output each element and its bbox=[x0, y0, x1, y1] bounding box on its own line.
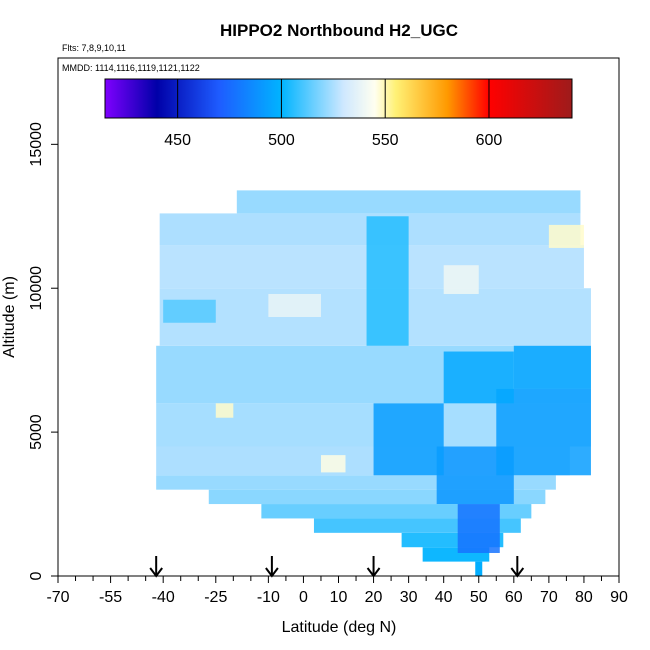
y-axis: 0 5000 10000 15000 bbox=[28, 122, 58, 580]
y-tick-label: 0 bbox=[28, 571, 45, 580]
dates-note: MMDD: 1114,1116,1119,1121,1122 bbox=[62, 63, 200, 73]
x-tick-label: -70 bbox=[46, 589, 69, 606]
colorbar-ramp bbox=[104, 78, 573, 119]
heatmap-cell bbox=[496, 388, 591, 476]
y-tick-label: 5000 bbox=[28, 414, 45, 450]
chart-title: HIPPO2 Northbound H2_UGC bbox=[220, 21, 458, 40]
heatmap-layer bbox=[156, 190, 591, 576]
x-tick-label: 90 bbox=[610, 589, 628, 606]
x-tick-label: 0 bbox=[299, 589, 308, 606]
x-tick-label: 10 bbox=[330, 589, 348, 606]
heatmap-cell bbox=[548, 224, 584, 248]
colorbar: 450 500 550 600 bbox=[104, 78, 573, 149]
x-tick-label: -55 bbox=[99, 589, 122, 606]
x-tick-label: 40 bbox=[435, 589, 453, 606]
heatmap-cell bbox=[163, 299, 216, 323]
heatmap-band bbox=[236, 190, 581, 214]
x-tick-label: 30 bbox=[400, 589, 418, 606]
heatmap-band bbox=[475, 561, 483, 576]
heatmap-cell bbox=[366, 216, 409, 346]
heatmap-cell bbox=[268, 293, 321, 317]
heatmap-cell bbox=[320, 455, 346, 473]
x-tick-label: 70 bbox=[540, 589, 558, 606]
profile-arrow-head bbox=[510, 567, 525, 578]
x-axis: -70 -55 -40 -25 -10 0 10 20 30 40 50 60 70 80 90 bbox=[46, 576, 628, 606]
profile-arrow-head bbox=[149, 567, 163, 578]
heatmap-cell bbox=[457, 504, 500, 553]
x-tick-label: -10 bbox=[257, 589, 280, 606]
colorbar-tick-label: 550 bbox=[372, 132, 399, 149]
x-tick-label: -40 bbox=[152, 589, 175, 606]
heatmap-cell bbox=[373, 403, 444, 476]
heatmap-cell bbox=[513, 345, 591, 389]
heatmap-cell bbox=[443, 351, 514, 404]
profile-arrow-head bbox=[265, 567, 279, 578]
y-tick-label: 10000 bbox=[28, 266, 45, 311]
x-tick-label: 80 bbox=[575, 589, 593, 606]
x-axis-label: Latitude (deg N) bbox=[282, 619, 397, 636]
flights-note: Flts: 7,8,9,10,11 bbox=[62, 43, 126, 53]
y-axis-label: Altitude (m) bbox=[1, 276, 18, 358]
x-tick-label: -25 bbox=[204, 589, 227, 606]
heatmap-cell bbox=[443, 265, 479, 294]
colorbar-tick-label: 450 bbox=[164, 132, 191, 149]
x-tick-label: 60 bbox=[505, 589, 523, 606]
y-tick-label: 15000 bbox=[28, 122, 45, 167]
x-tick-label: 50 bbox=[470, 589, 488, 606]
heatmap-cell bbox=[215, 403, 234, 418]
x-tick-label: 20 bbox=[365, 589, 383, 606]
colorbar-tick-label: 600 bbox=[476, 132, 503, 149]
colorbar-tick-label: 500 bbox=[268, 132, 295, 149]
